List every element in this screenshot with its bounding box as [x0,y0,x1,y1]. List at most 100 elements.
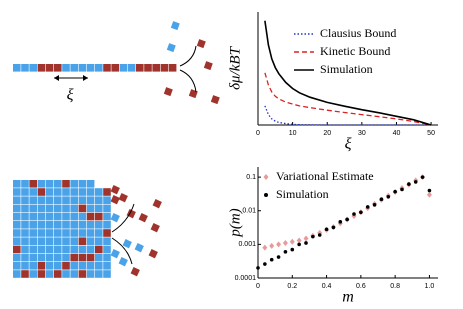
free-block [188,89,198,99]
block [103,270,111,278]
point [296,237,302,244]
free-block [196,39,206,49]
block [78,262,87,270]
block [70,188,78,196]
block [21,221,29,229]
block [70,221,78,229]
block [70,237,78,245]
block [21,188,29,196]
block [103,237,111,245]
free-block [148,249,158,259]
x-tick-label: 0.8 [390,283,400,290]
free-block [110,185,120,195]
block [70,262,78,270]
x-tick-label: 50 [427,130,435,137]
block [103,196,111,204]
series-line [264,20,432,126]
block [86,212,95,221]
block [95,270,103,278]
point [262,244,268,251]
block [103,204,111,213]
block [62,212,70,221]
free-block [163,87,173,97]
block [86,221,95,229]
legend-label: Simulation [320,62,373,76]
block [13,64,21,72]
point [379,197,384,202]
block [37,237,46,245]
series-line [264,72,432,126]
block [78,270,87,278]
block [37,245,46,254]
y-tick-label: 0.0001 [235,275,257,282]
block [103,64,111,72]
free-block [110,249,120,259]
block [13,245,21,254]
point [317,233,322,237]
point [290,247,295,252]
block [54,270,62,278]
block [45,196,54,204]
block [160,64,169,72]
block [45,204,54,213]
block [37,212,46,221]
point [297,242,301,247]
point [345,217,349,222]
block [13,188,21,196]
block [29,270,37,278]
block [103,221,111,229]
legend-swatch [263,174,269,180]
block [45,188,54,196]
block [62,204,70,213]
block [95,229,103,237]
block [70,212,78,221]
block [13,253,21,262]
point [400,187,404,192]
block [13,270,21,278]
block [13,237,21,245]
block [95,253,103,262]
point [359,210,363,215]
point [256,266,260,270]
block [152,64,160,72]
block [54,253,62,262]
block [37,180,46,188]
block [21,237,29,245]
block [29,237,37,245]
block [29,262,37,270]
block [70,245,78,254]
block [86,204,95,213]
block [103,212,111,221]
legend-label: Kinetic Bound [320,44,390,58]
block [78,237,87,245]
block [37,196,46,204]
block [95,262,103,270]
point [311,234,315,239]
block [62,262,70,270]
point [427,188,432,193]
free-block [118,257,128,267]
block [86,245,95,254]
block [70,270,78,278]
block [78,245,87,254]
block [78,253,87,262]
point [269,242,275,249]
x-axis-label: ξ [345,136,352,153]
x-tick-label: 0 [256,283,260,290]
y-axis-label: δμ/kBT [227,45,243,89]
block [45,221,54,229]
block [70,180,78,188]
block [78,221,87,229]
point [420,175,425,179]
block [70,196,78,204]
block [21,204,29,213]
free-block [134,243,144,253]
point [282,239,288,246]
block [62,196,70,204]
block [95,245,103,254]
block [21,245,29,254]
point [413,180,418,184]
block [29,64,37,72]
block [54,64,62,72]
x-tick-label: 40 [393,130,401,137]
